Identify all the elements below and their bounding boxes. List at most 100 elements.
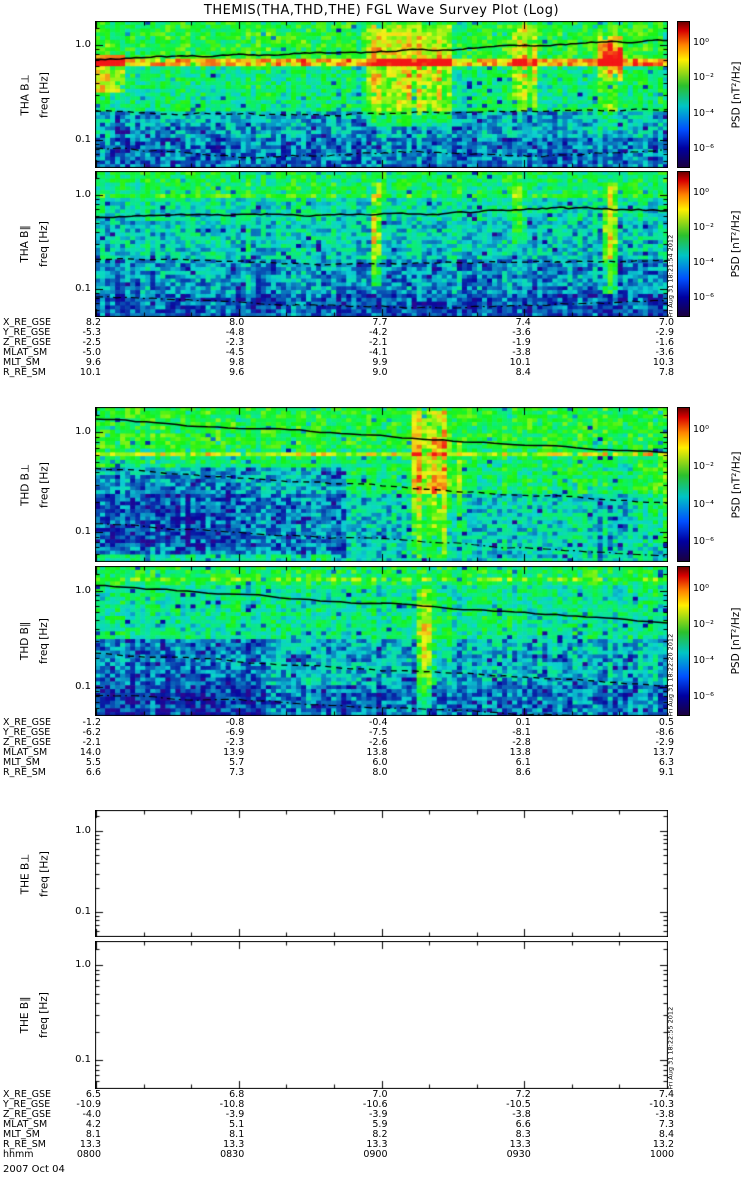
ephemeris-row-label: MLAT_SM <box>3 1119 48 1130</box>
ephemeris-value: 8.4 <box>515 367 531 378</box>
y-tick-label: 1.0 <box>75 426 91 438</box>
ephemeris-row-label: Y_RE_GSE <box>3 727 51 738</box>
ephemeris-value: 4.2 <box>85 1119 101 1130</box>
ephemeris-value: -5.0 <box>82 347 101 358</box>
y-tick-label: 1.0 <box>75 39 91 51</box>
ephemeris-value: -2.8 <box>512 737 531 748</box>
colorbar-tick-label: 10⁻⁶ <box>693 690 714 702</box>
ephemeris-row-label: MLAT_SM <box>3 747 48 758</box>
probe-component-label-thd-bperp: THD B⊥ <box>19 463 31 506</box>
ephemeris-value: 0.1 <box>515 717 531 728</box>
freq-axis-label-tha-bpar: freq [Hz] <box>38 221 50 267</box>
ephemeris-value: 6.5 <box>85 1089 101 1100</box>
colorbar-tick-label: 10⁻⁴ <box>693 107 714 119</box>
ephemeris-value: 13.8 <box>366 747 388 758</box>
spectrogram-canvas-the-bpar <box>95 941 668 1089</box>
ephemeris-value: 9.1 <box>658 767 674 778</box>
ephemeris-row-label: X_RE_GSE <box>3 317 52 328</box>
y-tick-label: 0.1 <box>75 1054 91 1066</box>
ephemeris-value: -10.6 <box>362 1099 388 1110</box>
spectrogram-canvas-thd-bpar <box>95 566 668 716</box>
ephemeris-row-label: MLT_SM <box>3 1129 40 1140</box>
ephemeris-row-label: MLT_SM <box>3 357 40 368</box>
ephemeris-row-label: MLT_SM <box>3 757 40 768</box>
ephemeris-value: 13.2 <box>652 1139 674 1150</box>
spectrogram-canvas-tha-bpar <box>95 171 668 317</box>
ephemeris-value: 8.3 <box>515 1129 531 1140</box>
spectrogram-panel-thd-bperp <box>95 407 668 562</box>
freq-axis-label-the-bpar: freq [Hz] <box>38 992 50 1038</box>
ephemeris-value: -10.8 <box>219 1099 245 1110</box>
y-tick-label: 1.0 <box>75 824 91 836</box>
spectrogram-panel-thd-bpar <box>95 566 668 716</box>
creation-timestamp: Fri Aug 31 18:21:54 2012 <box>666 234 675 318</box>
colorbar-tick-label: 10⁻² <box>693 618 714 630</box>
ephemeris-value: 13.9 <box>223 747 245 758</box>
colorbar-thd-bperp <box>677 407 690 562</box>
y-tick-label: 0.1 <box>75 282 91 294</box>
ephemeris-value: 6.8 <box>229 1089 245 1100</box>
probe-component-label-the-bperp: THE B⊥ <box>19 853 31 894</box>
ephemeris-value: 7.3 <box>229 767 245 778</box>
ephemeris-value: -8.6 <box>655 727 674 738</box>
freq-axis-label-thd-bpar: freq [Hz] <box>38 618 50 664</box>
date-label: 2007 Oct 04 <box>3 1164 65 1175</box>
y-tick-label: 1.0 <box>75 584 91 596</box>
ephemeris-value: 9.0 <box>372 367 388 378</box>
ephemeris-value: -3.8 <box>655 1109 674 1120</box>
ephemeris-value: 8.4 <box>658 1129 674 1140</box>
ephemeris-value: 9.6 <box>85 357 101 368</box>
creation-timestamp: Fri Aug 31 18:22:20 2012 <box>666 633 675 717</box>
ephemeris-value: 0.5 <box>658 717 674 728</box>
ephemeris-value: -1.9 <box>512 337 531 348</box>
ephemeris-row-label: R_RE_SM <box>3 767 46 778</box>
ephemeris-value: 7.2 <box>515 1089 531 1100</box>
colorbar-tick-label: 10⁰ <box>693 37 709 49</box>
ephemeris-value: 6.1 <box>515 757 531 768</box>
ephemeris-value: 7.0 <box>658 317 674 328</box>
ephemeris-value: 6.3 <box>658 757 674 768</box>
colorbar-tick-label: 10⁰ <box>693 186 709 198</box>
ephemeris-value: -0.8 <box>225 717 245 728</box>
ephemeris-value: -4.1 <box>368 347 388 358</box>
ephemeris-value: -6.2 <box>82 727 101 738</box>
y-tick-label: 1.0 <box>75 959 91 971</box>
ephemeris-value: -8.1 <box>512 727 531 738</box>
ephemeris-value: 10.1 <box>509 357 531 368</box>
probe-component-label-thd-bpar: THD B∥ <box>19 621 31 661</box>
ephemeris-value: -1.6 <box>655 337 674 348</box>
ephemeris-value: -7.5 <box>368 727 388 738</box>
ephemeris-value: -2.3 <box>225 337 245 348</box>
ephemeris-value: 13.7 <box>652 747 674 758</box>
ephemeris-value: 0900 <box>363 1149 388 1160</box>
ephemeris-value: -4.5 <box>225 347 245 358</box>
ephemeris-value: -5.3 <box>82 327 101 338</box>
ephemeris-value: -3.9 <box>225 1109 245 1120</box>
ephemeris-value: 5.5 <box>85 757 101 768</box>
colorbar-tick-label: 10⁻⁴ <box>693 654 714 666</box>
colorbar-title: PSD [nT²/Hz] <box>730 451 742 518</box>
ephemeris-row-label: Y_RE_GSE <box>3 327 51 338</box>
ephemeris-value: 7.8 <box>658 367 674 378</box>
ephemeris-value: 6.6 <box>85 767 101 778</box>
ephemeris-value: 10.3 <box>652 357 674 368</box>
colorbar-tick-label: 10⁻⁶ <box>693 142 714 154</box>
colorbar-tick-label: 10⁻⁴ <box>693 256 714 268</box>
ephemeris-value: -10.3 <box>649 1099 674 1110</box>
plot-title: THEMIS(THA,THD,THE) FGL Wave Survey Plot… <box>203 3 560 18</box>
ephemeris-value: 9.8 <box>229 357 245 368</box>
ephemeris-value: -4.8 <box>225 327 245 338</box>
ephemeris-value: 0930 <box>506 1149 531 1160</box>
ephemeris-row-label: hhmm <box>3 1149 34 1160</box>
spectrogram-panel-tha-bperp <box>95 21 668 168</box>
spectrogram-panel-the-bpar <box>95 941 668 1089</box>
colorbar-tick-label: 10⁻⁶ <box>693 292 714 304</box>
ephemeris-value: 7.4 <box>515 317 531 328</box>
spectrogram-panel-tha-bpar <box>95 171 668 317</box>
ephemeris-row-label: Z_RE_GSE <box>3 337 52 348</box>
ephemeris-value: -2.5 <box>82 337 101 348</box>
y-tick-label: 1.0 <box>75 188 91 200</box>
ephemeris-value: 8.0 <box>229 317 245 328</box>
ephemeris-value: 8.1 <box>85 1129 101 1140</box>
colorbar-tick-label: 10⁰ <box>693 582 709 594</box>
